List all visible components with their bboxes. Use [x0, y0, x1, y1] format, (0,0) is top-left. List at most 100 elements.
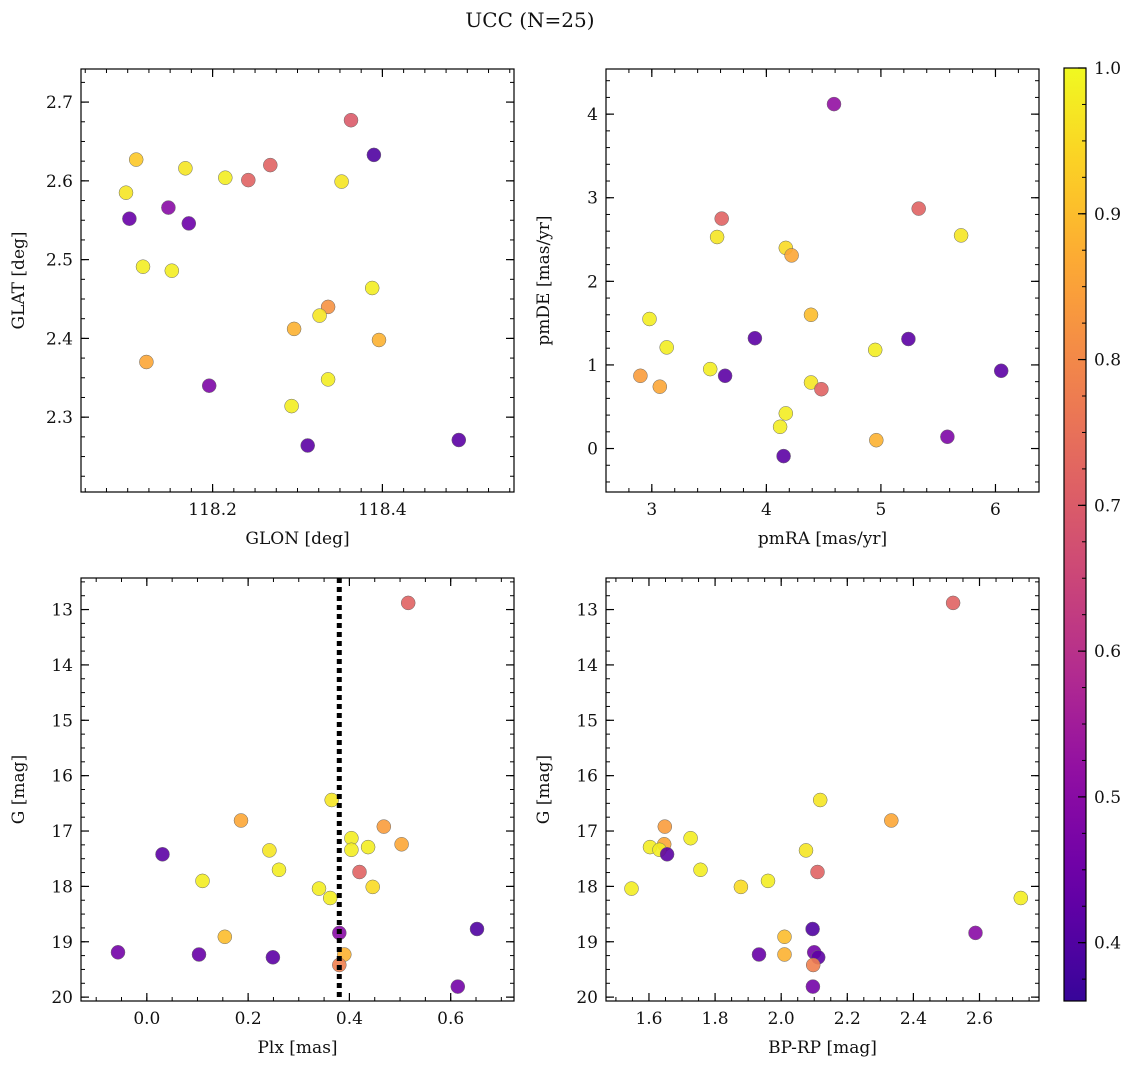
y-tick-label: 4	[587, 105, 598, 125]
data-point	[805, 957, 821, 973]
figure-title: UCC (N=25)	[465, 8, 594, 32]
x-tick-label: 0.4	[336, 1009, 363, 1029]
data-point	[135, 259, 151, 274]
y-tick-label: 2.6	[46, 172, 73, 192]
data-point	[714, 211, 729, 226]
data-point	[286, 321, 302, 337]
y-tick-label: 18	[51, 877, 73, 897]
y-tick-label: 15	[51, 711, 73, 731]
data-point	[751, 947, 767, 962]
data-point	[365, 879, 380, 895]
data-point	[343, 112, 359, 128]
data-point	[968, 925, 983, 941]
data-point	[798, 843, 814, 858]
y-tick-label: 20	[576, 988, 598, 1008]
axis-ticks	[81, 69, 514, 492]
data-point	[702, 361, 718, 377]
x-tick-label: 1.6	[635, 1009, 662, 1029]
data-point	[122, 211, 137, 226]
data-point	[181, 216, 197, 231]
colorbar: 0.4 0.5 0.6 0.7 0.8 0.9 1.0	[1063, 59, 1121, 1002]
axis-ticks	[606, 578, 1039, 1001]
y-tick-label: 2	[587, 272, 598, 292]
data-point	[394, 837, 409, 852]
data-point	[364, 280, 380, 296]
x-axis-title: pmRA [mas/yr]	[758, 529, 887, 549]
data-point	[777, 947, 792, 962]
data-point	[195, 873, 210, 889]
panel-3: 0.0 0.2 0.4 0.6 13 14 15 16 17 18 19 20 Plx [mas] G […	[9, 577, 515, 1058]
data-point	[469, 921, 485, 937]
data-point	[659, 340, 674, 355]
data-point	[717, 368, 733, 384]
x-axis-title: BP-RP [mag]	[768, 1038, 877, 1058]
x-tick-label: 2.0	[768, 1009, 795, 1029]
data-point	[814, 381, 829, 397]
x-tick-label: 4	[761, 500, 772, 520]
y-tick-label: 17	[576, 822, 598, 842]
scatter-points	[118, 112, 467, 453]
y-tick-label: 2.5	[46, 251, 73, 271]
y-tick-label: 2.7	[46, 93, 73, 113]
y-tick-label: 14	[576, 656, 598, 676]
data-point	[633, 368, 648, 384]
data-point	[312, 308, 327, 323]
x-tick-label: 2.4	[900, 1009, 927, 1029]
y-tick-label: 14	[51, 656, 73, 676]
colorbar-tick-label: 0.5	[1094, 788, 1121, 808]
data-point	[777, 929, 792, 945]
data-point	[869, 432, 884, 448]
x-tick-label: 0.6	[437, 1009, 464, 1029]
data-point	[776, 448, 791, 464]
data-point	[953, 228, 969, 243]
data-point	[642, 311, 657, 327]
y-tick-label: 2.4	[46, 329, 73, 349]
data-point	[803, 307, 819, 323]
data-point	[805, 921, 820, 937]
data-point	[683, 830, 698, 846]
y-tick-label: 16	[51, 767, 73, 787]
data-point	[178, 161, 193, 176]
y-tick-label: 16	[576, 767, 598, 787]
data-point	[311, 881, 327, 896]
colorbar-tick-label: 0.7	[1094, 496, 1121, 516]
data-point	[376, 819, 392, 834]
y-tick-label: 3	[587, 189, 598, 209]
data-point	[191, 947, 207, 962]
data-point	[360, 839, 376, 855]
data-point	[366, 147, 382, 163]
colorbar-tick-label: 0.8	[1094, 351, 1121, 371]
scatter-points	[633, 96, 1009, 464]
colorbar-gradient	[1063, 67, 1087, 1002]
x-tick-label: 0.2	[235, 1009, 262, 1029]
y-axis-title: GLAT [deg]	[9, 231, 29, 329]
data-point	[164, 263, 180, 278]
data-point	[300, 438, 315, 453]
y-tick-label: 13	[51, 601, 73, 621]
data-point	[263, 157, 278, 173]
data-point	[118, 185, 134, 200]
y-tick-label: 19	[51, 933, 73, 953]
colorbar-tick-label: 0.6	[1094, 642, 1121, 662]
data-point	[271, 862, 287, 878]
y-tick-label: 15	[576, 711, 598, 731]
x-tick-label: 118.2	[188, 500, 237, 520]
data-point	[911, 201, 926, 216]
axis-ticks	[605, 69, 1039, 492]
data-point	[993, 363, 1009, 379]
colorbar-tick-label: 0.4	[1094, 934, 1121, 954]
data-point	[940, 429, 955, 445]
data-point	[262, 843, 277, 858]
data-point	[624, 881, 639, 896]
y-axis-title: pmDE [mas/yr]	[534, 215, 554, 345]
x-tick-label: 1.8	[702, 1009, 729, 1029]
data-point	[772, 419, 788, 435]
axes-frame	[605, 68, 1040, 493]
data-point	[812, 792, 828, 808]
data-point	[334, 174, 349, 189]
data-point	[884, 813, 899, 828]
data-point	[450, 979, 466, 994]
y-axis-title: G [mag]	[9, 755, 29, 824]
data-point	[657, 819, 673, 834]
data-point	[400, 595, 416, 611]
